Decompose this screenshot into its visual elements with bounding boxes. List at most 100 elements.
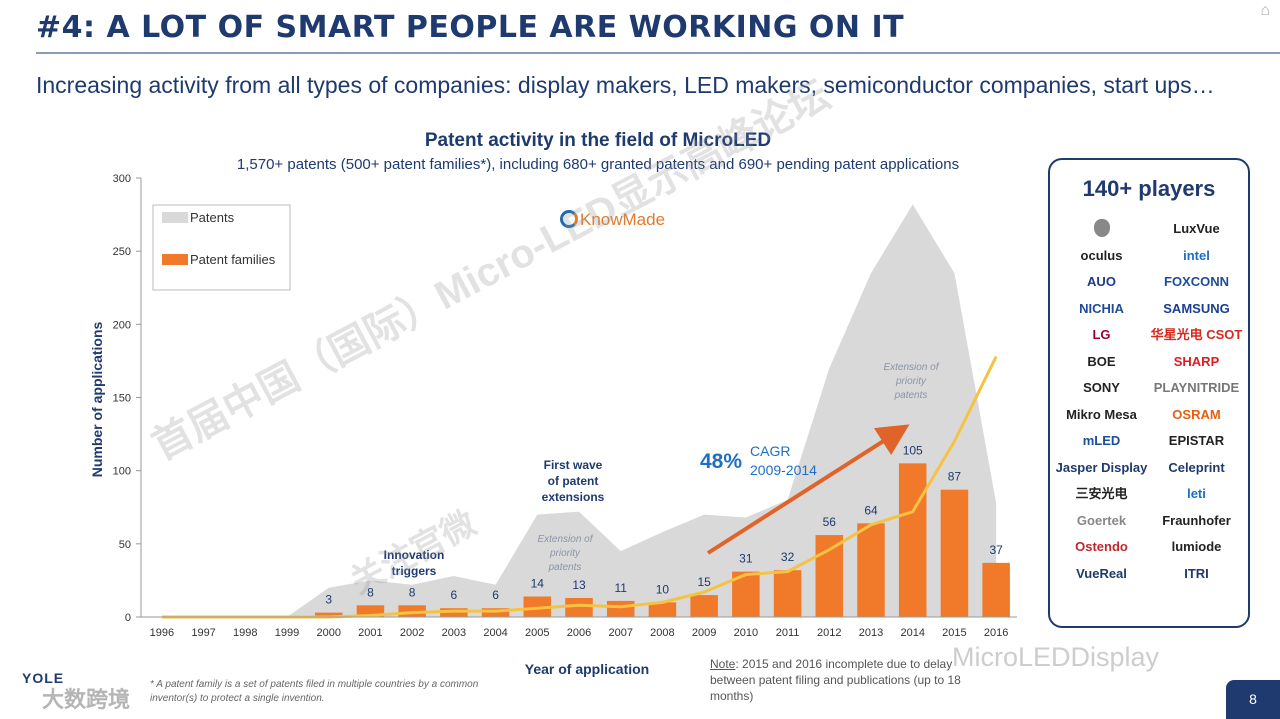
player-logo-name: 华星光电 CSOT (1150, 328, 1243, 343)
x-tick-label: 2004 (483, 627, 507, 639)
player-logo-name: Ostendo (1075, 540, 1128, 555)
player-logo (1054, 218, 1149, 240)
y-tick-label: 250 (113, 246, 131, 258)
x-tick-label: 2015 (942, 627, 966, 639)
bar-value-label: 10 (656, 582, 670, 596)
patent-family-bar (648, 602, 677, 617)
player-logo: mLED (1054, 434, 1149, 448)
bar-value-label: 105 (903, 443, 923, 457)
cagr-period: 2009-2014 (750, 462, 817, 478)
patent-family-bar (773, 570, 802, 617)
player-logo: Goertek (1054, 514, 1149, 528)
player-logo: FOXCONN (1149, 275, 1244, 289)
player-logo-name: AUO (1087, 275, 1116, 290)
player-logo: EPISTAR (1149, 434, 1244, 448)
player-logo-name: VueReal (1076, 566, 1127, 581)
x-axis-label: Year of application (525, 661, 649, 677)
chart-note: Note: 2015 and 2016 incomplete due to de… (710, 656, 1000, 704)
player-logo: intel (1149, 249, 1244, 263)
chart-subtitle: 1,570+ patents (500+ patent families*), … (236, 156, 960, 173)
player-logo: NICHIA (1054, 302, 1149, 316)
bar-value-label: 64 (864, 503, 878, 517)
player-logo: VueReal (1054, 567, 1149, 581)
note-label: Note (710, 657, 736, 671)
chart-title: Patent activity in the field of MicroLED (424, 130, 772, 151)
player-logo-name: BOE (1087, 354, 1116, 369)
cagr-value: 48% (700, 450, 742, 473)
x-tick-label: 2002 (400, 627, 424, 639)
player-logo: lumiode (1149, 540, 1244, 554)
y-tick-label: 150 (113, 393, 131, 405)
bar-value-label: 15 (697, 575, 711, 589)
player-logo: LG (1054, 328, 1149, 342)
patent-family-bar (356, 605, 385, 617)
patent-family-bar (565, 597, 593, 617)
knowmade-logo: KnowMade (560, 210, 665, 230)
bar-value-label: 3 (325, 593, 332, 607)
x-tick-label: 1996 (150, 627, 174, 639)
player-logo-name: ITRI (1184, 566, 1209, 581)
x-tick-label: 2011 (776, 627, 800, 639)
bar-value-label: 11 (614, 581, 627, 595)
bar-value-label: 14 (531, 577, 545, 591)
patent-family-bar (857, 523, 885, 617)
y-tick-label: 100 (113, 466, 131, 478)
home-icon[interactable]: ⌂ (1260, 2, 1270, 19)
player-logo: Jasper Display (1054, 461, 1149, 475)
x-tick-label: 1998 (233, 627, 257, 639)
bar-value-label: 8 (367, 585, 374, 599)
player-logo-name: SHARP (1173, 354, 1220, 369)
player-logo-name: LG (1092, 328, 1111, 343)
bar-value-label: 32 (781, 550, 795, 564)
x-tick-label: 2013 (859, 627, 883, 639)
bar-value-label: 87 (948, 470, 962, 484)
player-logo-name: mLED (1082, 434, 1121, 449)
legend-swatch (162, 212, 188, 223)
x-tick-label: 2008 (650, 627, 674, 639)
x-tick-label: 2001 (358, 627, 382, 639)
player-logo: SAMSUNG (1149, 302, 1244, 316)
slide-subtitle: Increasing activity from all types of co… (36, 72, 1215, 98)
footnote: * A patent family is a set of patents fi… (150, 679, 479, 704)
title-divider (36, 52, 1280, 54)
player-logo-name: SONY (1083, 381, 1120, 396)
cagr-label: CAGR (750, 443, 790, 459)
knowmade-text: KnowMade (580, 210, 666, 229)
x-tick-label: 2000 (316, 627, 340, 639)
x-tick-label: 2016 (984, 627, 1008, 639)
patent-chart: 3 8 8 6 6 14 13 11 10 15 31 32 56 64 105 87 37 0 50 100 150… (89, 173, 1017, 677)
extension-priority-label-late: Extension of priority patents (883, 362, 939, 401)
bar-value-label: 31 (739, 552, 753, 566)
patent-family-bar (815, 535, 844, 617)
patent-family-bar (898, 463, 927, 617)
player-logo: oculus (1054, 249, 1149, 263)
player-logo: Celeprint (1149, 461, 1244, 475)
players-logo-grid: LuxVue oculus intel AUO FOXCONN NICHIA SAMSUNG… (1054, 216, 1244, 587)
player-logo-name: Mikro Mesa (1066, 407, 1137, 422)
patent-family-bar (314, 612, 343, 617)
extension-priority-label-early: Extension of priority patents (537, 534, 593, 573)
watermark-handle: MicroLEDDisplay (952, 642, 1160, 672)
player-logo-name: NICHIA (1079, 301, 1124, 316)
player-logo-name: PLAYNITRIDE (1153, 381, 1240, 396)
player-logo-name: intel (1183, 248, 1210, 263)
bar-value-label: 8 (409, 585, 416, 599)
x-tick-label: 1997 (191, 627, 215, 639)
x-tick-label: 2005 (525, 627, 549, 639)
y-tick-label: 300 (113, 173, 131, 185)
player-logo-name: leti (1187, 487, 1206, 502)
x-tick-label: 2010 (734, 627, 758, 639)
player-logo: OSRAM (1149, 408, 1244, 422)
legend-swatch (162, 254, 188, 265)
player-logo: ITRI (1149, 567, 1244, 581)
x-tick-label: 2014 (900, 627, 924, 639)
player-logo: 三安光电 (1054, 487, 1149, 501)
player-logo-name: Celeprint (1168, 460, 1225, 475)
player-logo-name: oculus (1080, 248, 1123, 263)
first-wave-label: First wave of patent extensions (542, 458, 605, 504)
player-logo: BOE (1054, 355, 1149, 369)
player-logo-name: FOXCONN (1164, 275, 1229, 290)
player-logo: AUO (1054, 275, 1149, 289)
player-logo: Mikro Mesa (1054, 408, 1149, 422)
y-tick-label: 50 (119, 539, 131, 551)
